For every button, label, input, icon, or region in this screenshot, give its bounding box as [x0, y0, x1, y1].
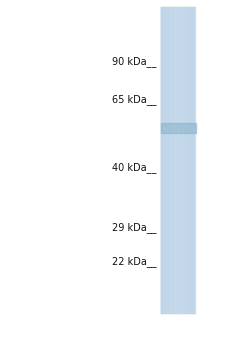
Text: 22 kDa__: 22 kDa__ — [112, 257, 157, 267]
Text: 90 kDa__: 90 kDa__ — [112, 56, 157, 68]
Bar — [161, 123, 196, 133]
Text: 40 kDa__: 40 kDa__ — [112, 163, 157, 173]
Text: 65 kDa__: 65 kDa__ — [112, 95, 157, 105]
Text: 29 kDa__: 29 kDa__ — [112, 222, 157, 234]
